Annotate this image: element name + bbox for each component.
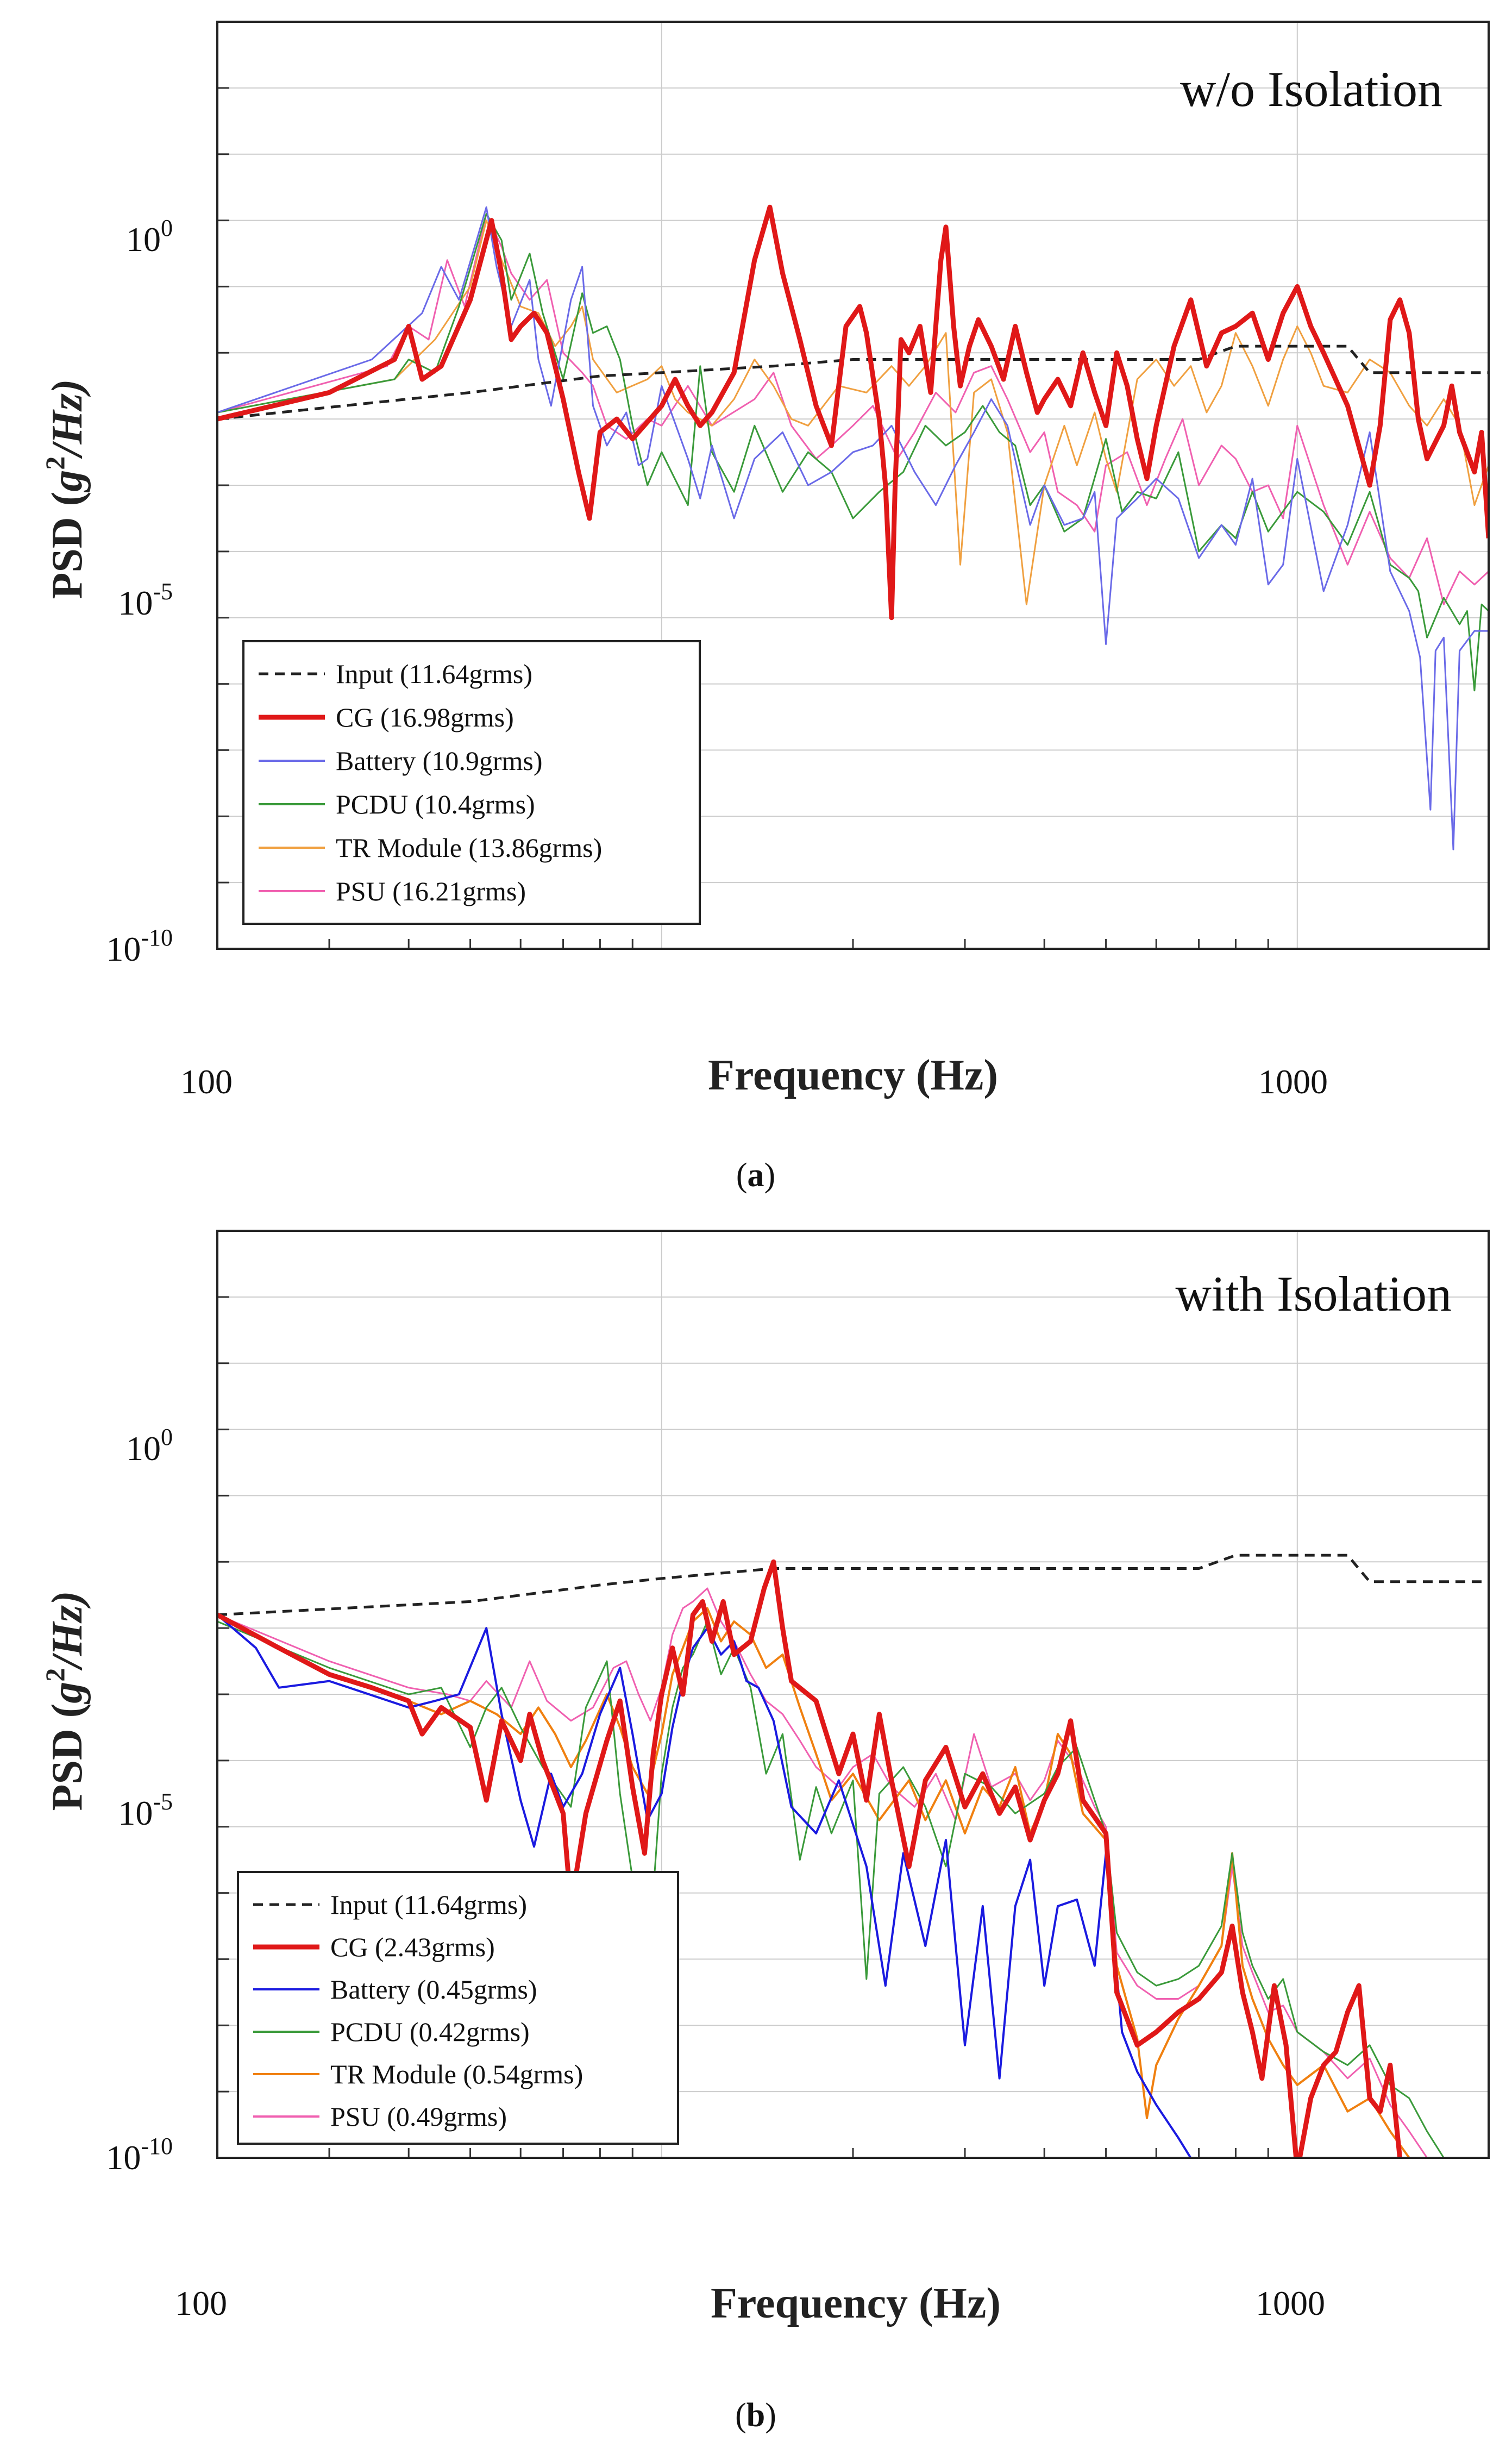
legend-label-pcdu: PCDU (0.42grms): [330, 2017, 530, 2047]
legend-label-pcdu: PCDU (10.4grms): [336, 789, 535, 819]
panel-a-xtick-100: 100: [180, 1062, 233, 1101]
panel-a-xtick-1000: 1000: [1258, 1062, 1328, 1101]
panel-a-ylabel-exp: 2: [40, 456, 70, 470]
panel-a-ylabel-var: g: [43, 470, 91, 493]
panel-a-title: w/o Isolation: [1180, 61, 1442, 117]
panel-a-series-group: [217, 204, 1489, 850]
panel-b-ylabel-prefix: PSD (: [43, 1704, 91, 1811]
panel-a-chart: w/o Isolation 100 1000 100 10-5 10-10 Fr…: [40, 21, 1490, 1194]
panel-a-xlabel: Frequency (Hz): [708, 1051, 998, 1099]
series-line-battery: [217, 206, 1489, 850]
panel-b-ytick-1e0: 100: [126, 1424, 173, 1468]
panel-b-ylabel-exp: 2: [40, 1668, 70, 1682]
panel-b-xtick-100: 100: [175, 2284, 227, 2322]
panel-b-ytick-1e-10-exp: -10: [141, 2133, 173, 2159]
panel-a-ytick-1e0-base: 10: [126, 220, 161, 259]
panel-b-ytick-1e-5-base: 10: [118, 1794, 153, 1832]
panel-b-ytick-1e-5-exp: -5: [153, 1788, 173, 1815]
panel-a-legend-items: Input (11.64grms) CG (16.98grms) Battery (…: [259, 659, 602, 906]
panel-b-legend: Input (11.64grms) CG (2.43grms) Battery (0…: [237, 1871, 679, 2145]
panel-b-legend-box: [237, 1871, 679, 2145]
legend-label-psu: PSU (0.49grms): [330, 2101, 507, 2132]
legend-label-cg: CG (16.98grms): [336, 702, 514, 732]
series-line-cg: [217, 1559, 1403, 2158]
panel-b-xtick-1000: 1000: [1256, 2284, 1325, 2322]
panel-a-legend-box: [242, 640, 701, 925]
series-line-pcdu: [217, 212, 1489, 692]
panel-b-chart: with Isolation 100 1000 100 10-5 10-10 F…: [40, 1230, 1490, 2434]
legend-label-input: Input (11.64grms): [330, 1889, 527, 1920]
panel-b-title: with Isolation: [1175, 1266, 1452, 1322]
series-line-pcdu: [217, 1620, 1445, 2158]
legend-label-tr-module: TR Module (13.86grms): [336, 832, 602, 863]
panel-b-ylabel: PSD (g2/Hz): [40, 1591, 91, 1811]
panel-a-ylabel: PSD (g2/Hz): [40, 379, 91, 599]
panel-b-ytick-1e-5: 10-5: [118, 1788, 173, 1832]
panel-b-ytick-1e-10: 10-10: [106, 2133, 173, 2177]
panel-b-ytick-1e-10-base: 10: [106, 2138, 141, 2177]
legend-label-cg: CG (2.43grms): [330, 1932, 495, 1962]
legend-label-battery: Battery (10.9grms): [336, 746, 542, 776]
legend-label-psu: PSU (16.21grms): [336, 876, 526, 906]
panel-a-caption: (a): [736, 1157, 775, 1194]
panel-b-frame: [216, 1230, 1490, 2159]
panel-a-ylabel-suffix: /Hz): [43, 379, 91, 459]
series-line-input: [217, 1554, 1489, 1617]
panel-a-ytick-1e-10-base: 10: [106, 930, 141, 968]
panel-b-ylabel-var: g: [43, 1682, 91, 1705]
panel-a-caption-letter: a: [748, 1157, 764, 1194]
panel-a-ytick-1e0-exp: 0: [161, 215, 173, 241]
panel-b-caption: (b): [735, 2397, 776, 2434]
series-line-battery: [217, 1614, 1192, 2158]
panel-a-ytick-1e0: 100: [126, 215, 173, 259]
legend-label-input: Input (11.64grms): [336, 659, 532, 689]
series-line-tr-module: [217, 220, 1489, 605]
panel-b-series-group: [217, 1554, 1489, 2158]
series-line-cg: [217, 204, 1489, 621]
panel-b-legend-items: Input (11.64grms) CG (2.43grms) Battery (0…: [253, 1889, 583, 2132]
panel-a-ytick-1e-5-base: 10: [118, 584, 153, 622]
panel-b-caption-letter: b: [746, 2397, 765, 2434]
panel-b-xlabel: Frequency (Hz): [711, 2280, 1001, 2327]
panel-b-ytick-1e0-exp: 0: [161, 1424, 173, 1450]
series-line-input: [217, 345, 1489, 421]
panel-a-ytick-1e-10: 10-10: [106, 924, 173, 968]
panel-a-frame: [216, 21, 1490, 950]
legend-label-battery: Battery (0.45grms): [330, 1974, 537, 2005]
legend-label-tr-module: TR Module (0.54grms): [330, 2059, 583, 2089]
panel-a-ylabel-prefix: PSD (: [43, 492, 91, 599]
panel-b-ylabel-suffix: /Hz): [43, 1591, 91, 1670]
panel-a-ytick-1e-5-exp: -5: [153, 578, 173, 605]
panel-a-ytick-1e-5: 10-5: [118, 578, 173, 622]
panel-a-ytick-1e-10-exp: -10: [141, 924, 173, 951]
panel-b-ytick-1e0-base: 10: [126, 1429, 161, 1468]
series-line-psu: [217, 212, 1489, 605]
panel-a-legend: Input (11.64grms) CG (16.98grms) Battery (…: [242, 640, 701, 925]
